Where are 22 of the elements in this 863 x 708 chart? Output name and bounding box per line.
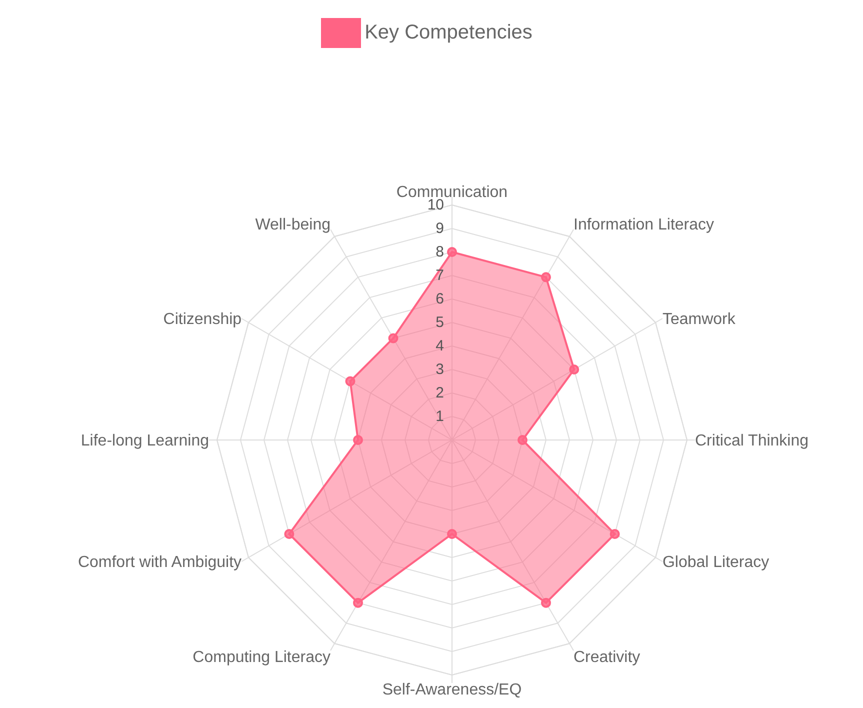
spoke-label: Teamwork: [662, 311, 736, 328]
y-tick-label: 2: [436, 384, 444, 402]
spoke-label: Global Literacy: [662, 554, 770, 572]
y-tick-label: 5: [436, 314, 444, 331]
y-tick-label: 10: [427, 196, 444, 214]
spoke-label: Critical Thinking: [695, 432, 809, 450]
y-tick-label: 9: [436, 220, 444, 237]
y-tick-label: 1: [436, 408, 444, 425]
spoke-label: Well-being: [255, 216, 330, 234]
y-tick-label: 8: [436, 244, 444, 260]
spoke-label: Computing Literacy: [192, 648, 330, 666]
spoke-label: Self-Awareness/EQ: [382, 681, 522, 698]
y-tick-label: 6: [436, 290, 444, 308]
y-tick-label: 4: [436, 338, 444, 354]
spoke-label: Life-long Learning: [80, 432, 209, 450]
y-tick-label: 3: [436, 361, 444, 378]
spoke-label: Information Literacy: [574, 216, 714, 234]
spoke-label: Creativity: [574, 648, 640, 666]
spoke-label: Citizenship: [163, 311, 242, 328]
legend-label: Key Competencies: [364, 21, 532, 44]
spoke-label: Comfort with Ambiguity: [78, 554, 242, 572]
y-tick-label: 7: [436, 267, 444, 284]
